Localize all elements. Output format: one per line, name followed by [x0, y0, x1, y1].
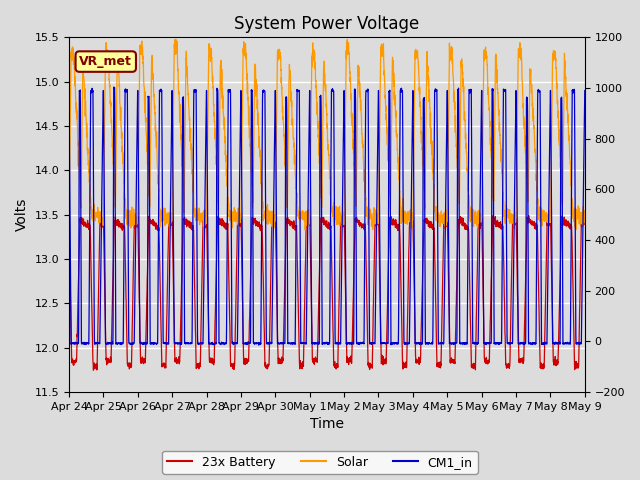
Title: System Power Voltage: System Power Voltage	[234, 15, 420, 33]
Text: VR_met: VR_met	[79, 55, 132, 68]
X-axis label: Time: Time	[310, 418, 344, 432]
Y-axis label: Volts: Volts	[15, 198, 29, 231]
Legend: 23x Battery, Solar, CM1_in: 23x Battery, Solar, CM1_in	[163, 451, 477, 474]
